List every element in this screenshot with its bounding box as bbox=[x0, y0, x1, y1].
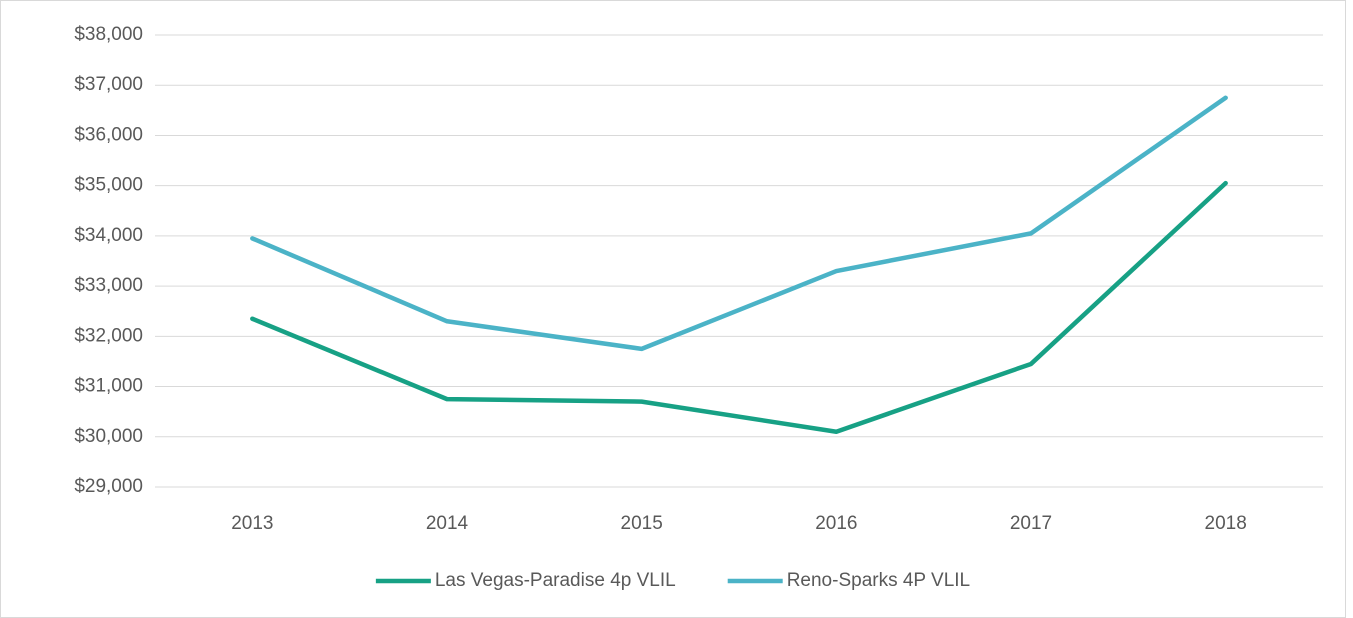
y-tick-label: $29,000 bbox=[74, 476, 143, 497]
x-tick-label: 2013 bbox=[231, 513, 273, 534]
y-tick-label: $34,000 bbox=[74, 225, 143, 246]
series-line bbox=[250, 180, 1228, 435]
x-tick-label: 2014 bbox=[426, 513, 469, 534]
y-tick-label: $32,000 bbox=[74, 325, 143, 346]
y-tick-label: $31,000 bbox=[74, 376, 143, 397]
x-tick-label: 2016 bbox=[815, 513, 857, 534]
x-tick-label: 2015 bbox=[621, 513, 663, 534]
legend-label: Reno-Sparks 4P VLIL bbox=[787, 570, 970, 591]
x-tick-label: 2017 bbox=[1010, 513, 1052, 534]
y-tick-label: $35,000 bbox=[74, 175, 143, 196]
y-tick-label: $36,000 bbox=[74, 124, 143, 145]
x-tick-label: 2018 bbox=[1205, 513, 1247, 534]
y-tick-label: $33,000 bbox=[74, 275, 143, 296]
y-tick-label: $30,000 bbox=[74, 426, 143, 447]
y-tick-label: $37,000 bbox=[74, 74, 143, 95]
series-line bbox=[250, 95, 1228, 352]
y-tick-label: $38,000 bbox=[74, 24, 143, 45]
legend-label: Las Vegas-Paradise 4p VLIL bbox=[435, 570, 676, 591]
